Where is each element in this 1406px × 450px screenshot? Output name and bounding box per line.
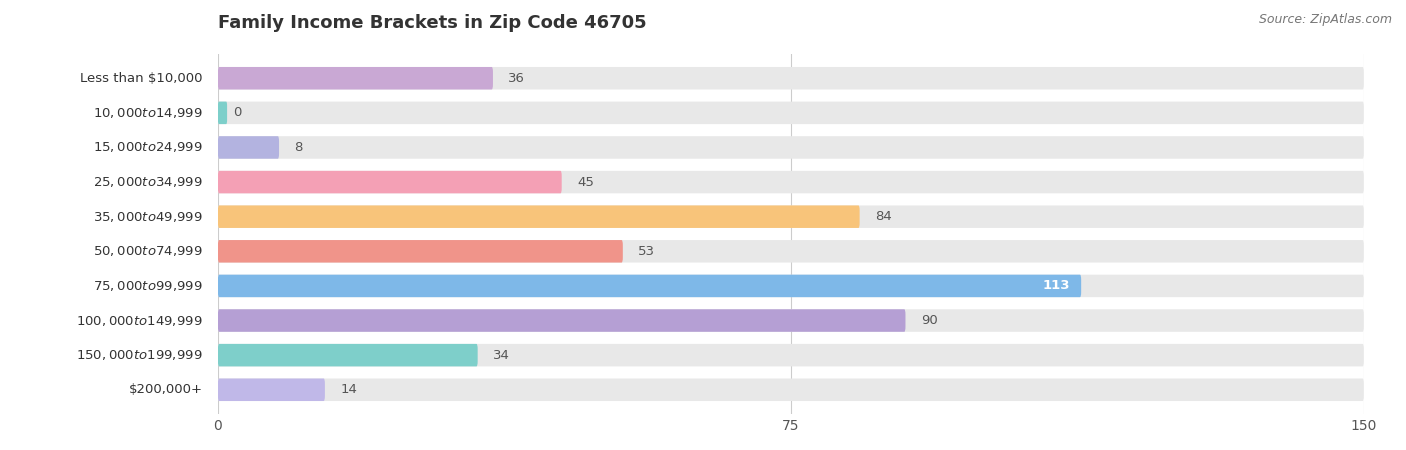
- FancyBboxPatch shape: [218, 171, 562, 194]
- FancyBboxPatch shape: [218, 136, 278, 159]
- FancyBboxPatch shape: [218, 274, 1364, 297]
- Text: $200,000+: $200,000+: [129, 383, 202, 396]
- FancyBboxPatch shape: [218, 240, 1364, 262]
- FancyBboxPatch shape: [218, 344, 1364, 366]
- Text: $50,000 to $74,999: $50,000 to $74,999: [93, 244, 202, 258]
- FancyBboxPatch shape: [218, 344, 478, 366]
- FancyBboxPatch shape: [218, 206, 859, 228]
- Text: 34: 34: [494, 349, 510, 362]
- Text: 14: 14: [340, 383, 357, 396]
- Text: 113: 113: [1042, 279, 1070, 292]
- Text: 0: 0: [233, 106, 242, 119]
- Text: $100,000 to $149,999: $100,000 to $149,999: [76, 314, 202, 328]
- Text: 90: 90: [921, 314, 938, 327]
- FancyBboxPatch shape: [218, 378, 1364, 401]
- FancyBboxPatch shape: [218, 67, 1364, 90]
- Text: 45: 45: [576, 176, 593, 189]
- Text: 8: 8: [294, 141, 302, 154]
- Text: Source: ZipAtlas.com: Source: ZipAtlas.com: [1258, 14, 1392, 27]
- Text: 53: 53: [638, 245, 655, 258]
- FancyBboxPatch shape: [218, 274, 1081, 297]
- FancyBboxPatch shape: [218, 136, 1364, 159]
- FancyBboxPatch shape: [218, 240, 623, 262]
- Text: $35,000 to $49,999: $35,000 to $49,999: [93, 210, 202, 224]
- FancyBboxPatch shape: [218, 171, 1364, 194]
- FancyBboxPatch shape: [218, 309, 905, 332]
- Text: $15,000 to $24,999: $15,000 to $24,999: [93, 140, 202, 154]
- Text: $150,000 to $199,999: $150,000 to $199,999: [76, 348, 202, 362]
- Text: Less than $10,000: Less than $10,000: [80, 72, 202, 85]
- FancyBboxPatch shape: [218, 102, 1364, 124]
- Text: $10,000 to $14,999: $10,000 to $14,999: [93, 106, 202, 120]
- Text: $25,000 to $34,999: $25,000 to $34,999: [93, 175, 202, 189]
- Text: 36: 36: [508, 72, 524, 85]
- FancyBboxPatch shape: [218, 378, 325, 401]
- Text: 84: 84: [875, 210, 891, 223]
- Text: Family Income Brackets in Zip Code 46705: Family Income Brackets in Zip Code 46705: [218, 14, 647, 32]
- FancyBboxPatch shape: [218, 309, 1364, 332]
- FancyBboxPatch shape: [218, 67, 494, 90]
- FancyBboxPatch shape: [218, 206, 1364, 228]
- FancyBboxPatch shape: [218, 102, 228, 124]
- Text: $75,000 to $99,999: $75,000 to $99,999: [93, 279, 202, 293]
